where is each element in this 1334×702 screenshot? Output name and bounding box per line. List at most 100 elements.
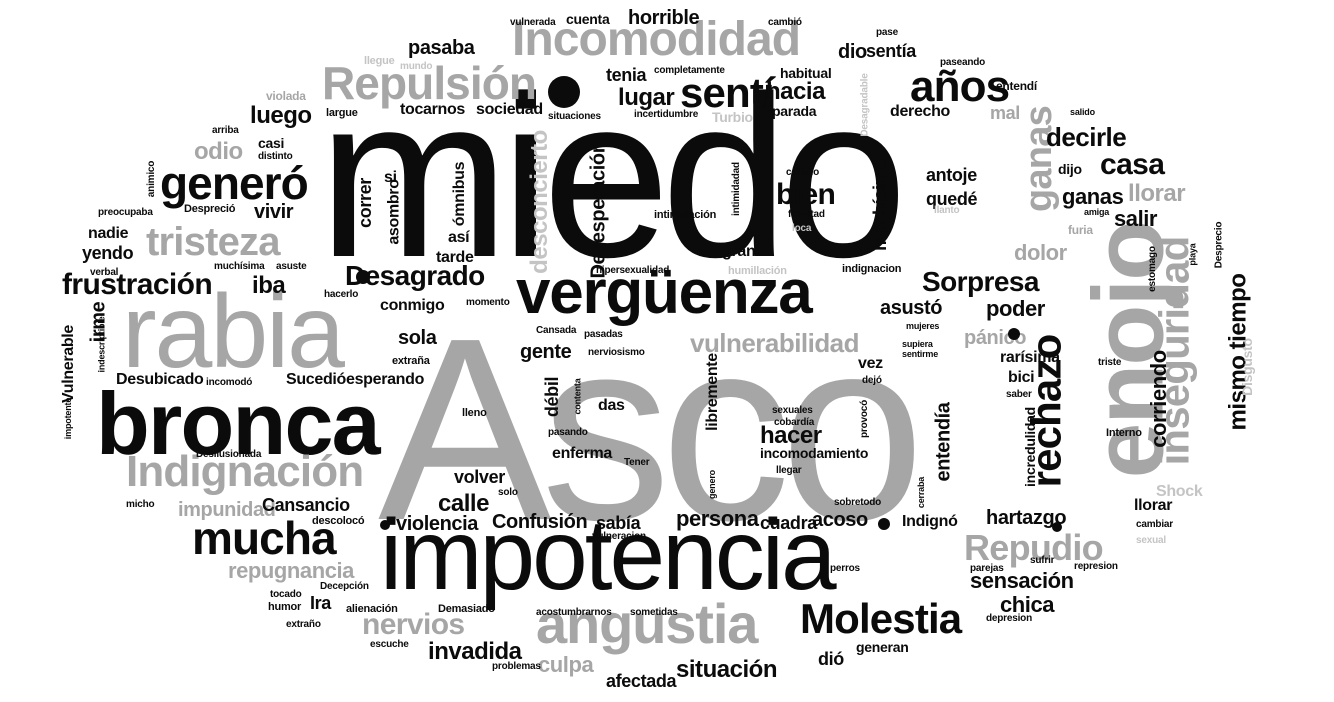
- word-demasiado: Demasiado: [438, 603, 495, 615]
- word-contenta: contenta: [572, 378, 583, 415]
- word-sexuales: sexuales: [772, 405, 813, 416]
- word-esperando: esperando: [346, 371, 425, 388]
- word-tenia: tenia: [606, 65, 647, 85]
- word-chica: chica: [1000, 592, 1055, 617]
- word-acoso: acoso: [812, 509, 868, 531]
- word-pasando: pasando: [548, 427, 588, 438]
- word-hacia: hacia: [766, 78, 825, 105]
- word-libremente: libremente: [703, 353, 721, 431]
- word-parejas: parejas: [970, 563, 1004, 574]
- word-alienacion: alienación: [346, 603, 398, 615]
- word-tocado: tocado: [270, 589, 302, 600]
- word-dijo: dijo: [1058, 161, 1082, 177]
- word-cuadra: cuadra: [760, 513, 817, 533]
- word-gran: gran: [722, 243, 756, 260]
- word-invadida: invadida: [428, 638, 522, 665]
- word-represion: represion: [1074, 561, 1118, 572]
- word-persona: persona: [676, 506, 759, 531]
- word-desesperacion: Desesperación: [587, 141, 610, 279]
- word-sola: sola: [398, 327, 437, 349]
- word-incomodo: incomodó: [206, 377, 253, 388]
- word-luego: luego: [250, 102, 312, 129]
- word-debil: débil: [542, 376, 563, 418]
- word-bien: bien: [776, 178, 836, 211]
- word-lleno: lleno: [462, 407, 487, 419]
- word-entendi: entendí: [996, 79, 1037, 93]
- word-indigno: Indignó: [902, 513, 958, 530]
- word-pase: pase: [876, 27, 898, 38]
- word-llorar: llorar: [1134, 497, 1173, 514]
- word-desprecio-small: Desprecio: [1213, 221, 1225, 269]
- word-llegue: llegue: [364, 55, 395, 67]
- word-asuste: asuste: [276, 261, 307, 272]
- decorative-dot: [356, 270, 370, 284]
- word-cansada: Cansada: [536, 325, 577, 336]
- word-hacerlo: hacerlo: [324, 289, 359, 300]
- word-habitual: habitual: [780, 65, 832, 81]
- word-incertidumbre: incertidumbre: [634, 109, 699, 120]
- word-cerraba: cerraba: [916, 476, 927, 509]
- word-desilusionada: Desilusionada: [196, 449, 262, 460]
- word-afectada: afectada: [606, 671, 677, 691]
- word-turbio: Turbio: [712, 109, 753, 125]
- word-callado: callado: [786, 167, 820, 178]
- word-preocupaba: preocupaba: [98, 207, 153, 218]
- word-mucha: mucha: [192, 512, 337, 564]
- word-ganas: ganas: [1062, 184, 1124, 209]
- word-indignacion-small: indignacion: [842, 263, 902, 275]
- word-muchisimo: muchísimo: [869, 159, 890, 251]
- word-horrible: horrible: [628, 7, 700, 29]
- word-hipersexualidad: hipersexualidad: [596, 265, 670, 276]
- word-omnibus: ómnibus: [451, 161, 469, 227]
- word-bronca: bronca: [96, 374, 381, 473]
- word-amiga: amiga: [1084, 207, 1110, 217]
- word-poder: poder: [986, 296, 1045, 321]
- word-llorar-grey: llorar: [1128, 180, 1186, 207]
- word-indescriptible: indescriptible: [96, 316, 107, 373]
- word-incomodidad: Incomodidad: [512, 13, 801, 66]
- word-disgusto: Disgusto: [1238, 338, 1255, 396]
- word-casa: casa: [1100, 148, 1165, 181]
- word-tarde: tarde: [436, 249, 474, 266]
- word-ira: Ira: [310, 593, 331, 613]
- word-violada: violada: [266, 89, 306, 103]
- word-antoje: antoje: [926, 165, 977, 185]
- word-intimidacion: intimidación: [654, 209, 717, 221]
- word-acostumbrarnos: acostumbrarnos: [536, 607, 612, 618]
- word-incredulidad: incredulidad: [1021, 407, 1038, 487]
- word-cansancio: Cansancio: [262, 495, 350, 515]
- word-extrano: extraño: [286, 619, 321, 630]
- word-asi: así: [448, 229, 470, 246]
- word-sensacion: sensación: [970, 568, 1074, 593]
- word-confusion: Confusión: [492, 511, 588, 533]
- word-furia: furia: [1068, 223, 1093, 237]
- word-humillacion: humillación: [728, 265, 787, 277]
- word-nadie: nadie: [88, 225, 129, 242]
- word-indignacion: Indignación: [126, 447, 364, 496]
- word-playa: playa: [1187, 243, 1198, 266]
- word-nerviosismo: nerviosismo: [588, 347, 645, 358]
- word-rabia: rabia: [122, 274, 345, 390]
- word-cuenta: cuenta: [566, 11, 610, 27]
- word-repulsion: Repulsión: [322, 57, 537, 109]
- word-dejo: dejó: [862, 375, 882, 386]
- word-decepcion: Decepción: [320, 581, 369, 592]
- word-si: si: [384, 169, 397, 186]
- word-verbal: verbal: [90, 267, 119, 278]
- word-desconcierto: desconcierto: [525, 130, 553, 274]
- word-volver: volver: [454, 467, 505, 487]
- word-genero: generó: [160, 157, 309, 209]
- word-repudio: Repudio: [964, 527, 1104, 568]
- word-corriendo: corriendo: [1145, 350, 1171, 448]
- decorative-dot: [878, 518, 890, 530]
- word-miedo: miedo: [318, 48, 908, 305]
- word-senti: sentí: [680, 69, 775, 116]
- word-salido: salido: [1070, 107, 1095, 117]
- word-situacion: situación: [676, 656, 778, 683]
- word-situaciones: situaciones: [548, 111, 601, 122]
- word-entendia: entendía: [932, 402, 955, 482]
- word-loca: loca: [792, 223, 812, 234]
- word-sometidas: sometidas: [630, 607, 678, 618]
- word-momento: momento: [466, 297, 510, 308]
- word-dio: dio: [838, 41, 867, 63]
